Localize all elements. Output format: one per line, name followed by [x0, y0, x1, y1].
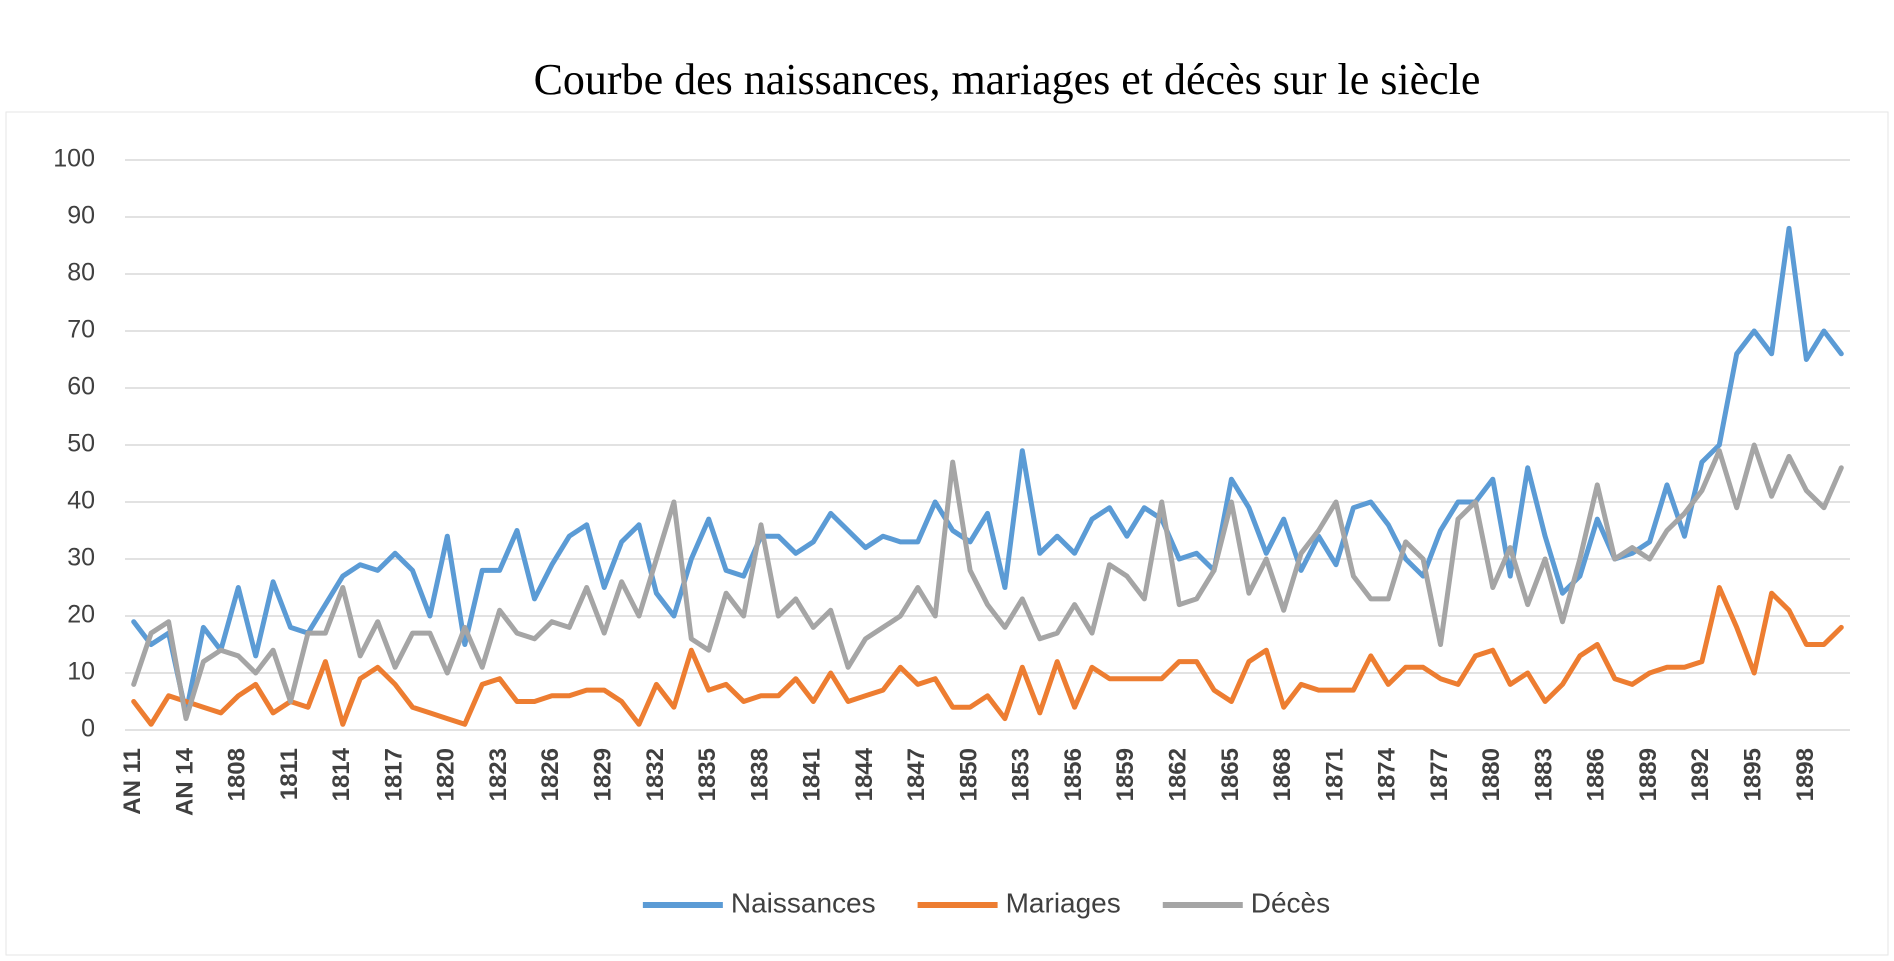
- x-tick-label: 1874: [1374, 747, 1401, 801]
- x-tick-label: 1844: [851, 747, 878, 801]
- legend-label: Décès: [1251, 887, 1330, 918]
- x-tick-label: 1862: [1165, 748, 1192, 801]
- y-tick-label: 100: [53, 145, 95, 173]
- x-tick-label: 1898: [1792, 748, 1819, 801]
- series-line: [131, 442, 1844, 722]
- legend-label: Mariages: [1006, 887, 1121, 918]
- x-tick-label: 1832: [642, 748, 669, 801]
- x-tick-label: 1895: [1740, 748, 1767, 801]
- x-tick-label: 1868: [1269, 748, 1296, 801]
- x-tick-label: 1871: [1321, 748, 1348, 801]
- y-tick-label: 40: [67, 487, 95, 515]
- x-tick-label: 1883: [1530, 748, 1557, 801]
- x-tick-label: 1859: [1112, 748, 1139, 801]
- x-tick-label: 1847: [903, 748, 930, 801]
- y-tick-label: 90: [67, 202, 95, 230]
- x-tick-label: 1817: [380, 748, 407, 801]
- chart-title: Courbe des naissances, mariages et décès…: [534, 55, 1481, 104]
- x-tick-label: 1826: [537, 748, 564, 801]
- series-line: [131, 225, 1844, 716]
- x-tick-label: 1865: [1217, 748, 1244, 801]
- x-tick-label: 1886: [1583, 748, 1610, 801]
- x-tick-label: 1835: [694, 748, 721, 801]
- x-tick-label: 1853: [1008, 748, 1035, 801]
- x-tick-label: 1838: [746, 748, 773, 801]
- y-tick-label: 60: [67, 373, 95, 401]
- x-tick-label: 1877: [1426, 748, 1453, 801]
- y-tick-label: 0: [81, 715, 95, 743]
- series-line: [131, 585, 1844, 727]
- x-tick-label: 1889: [1635, 748, 1662, 801]
- y-tick-label: 20: [67, 601, 95, 629]
- x-tick-label: 1814: [328, 747, 355, 801]
- y-tick-label: 80: [67, 259, 95, 287]
- x-tick-label: 1823: [485, 748, 512, 801]
- y-tick-label: 70: [67, 316, 95, 344]
- x-tick-label: 1811: [276, 748, 303, 800]
- y-tick-label: 10: [67, 658, 95, 686]
- x-tick-label: 1829: [590, 748, 617, 801]
- y-tick-label: 50: [67, 430, 95, 458]
- legend-label: Naissances: [731, 887, 876, 918]
- x-tick-label: 1841: [799, 748, 826, 801]
- x-tick-label: 1808: [224, 748, 251, 801]
- x-tick-label: 1880: [1478, 748, 1505, 801]
- x-tick-label: AN 11: [119, 748, 146, 815]
- x-tick-label: 1820: [433, 748, 460, 801]
- y-tick-label: 30: [67, 544, 95, 572]
- x-tick-label: 1850: [955, 748, 982, 801]
- x-tick-label: 1892: [1687, 748, 1714, 801]
- x-tick-label: AN 14: [171, 747, 198, 816]
- x-tick-label: 1856: [1060, 748, 1087, 801]
